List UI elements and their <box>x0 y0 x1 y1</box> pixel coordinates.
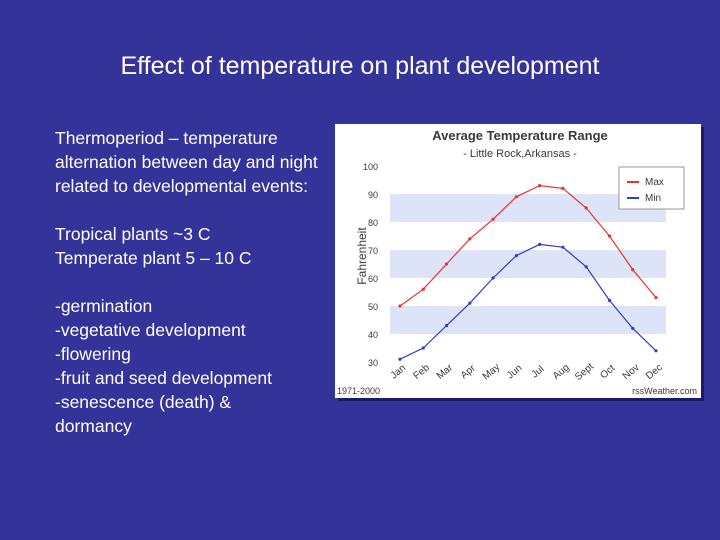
event-item: -fruit and seed development <box>55 368 272 388</box>
chart-footer-source: rssWeather.com <box>632 386 697 396</box>
y-tick-label: 70 <box>368 246 378 256</box>
legend-max-label: Max <box>645 177 664 188</box>
event-item: -vegetative development <box>55 320 246 340</box>
y-axis-ticks: 30 40 50 60 70 80 90 100 <box>363 162 378 368</box>
series-line-min <box>399 243 657 360</box>
chart-lines <box>398 184 658 361</box>
event-item: -germination <box>55 296 153 316</box>
y-tick-label: 50 <box>368 302 378 312</box>
series-line-max <box>399 184 657 307</box>
y-tick-label: 90 <box>368 190 378 200</box>
data-point-min <box>444 324 449 328</box>
temperate-plants-text: Temperate plant 5 – 10 C <box>55 248 252 268</box>
data-point-max <box>491 217 495 221</box>
data-point-max <box>514 195 518 199</box>
data-point-max <box>631 268 635 272</box>
chart-band <box>390 250 666 278</box>
y-tick-label: 100 <box>363 162 378 172</box>
y-tick-label: 80 <box>368 218 378 228</box>
data-point-min <box>421 346 425 350</box>
chart-bands <box>390 166 666 362</box>
data-point-min <box>468 301 472 305</box>
chart-footer-period: 1971-2000 <box>337 386 380 396</box>
data-point-max <box>421 287 425 291</box>
data-point-max <box>444 262 449 266</box>
data-point-max <box>654 296 658 300</box>
data-point-max <box>607 234 612 238</box>
data-point-min <box>538 242 542 246</box>
data-point-min <box>514 254 518 258</box>
temperature-chart: Average Temperature Range - Little Rock,… <box>335 124 701 398</box>
chart-legend: Max Min <box>618 166 685 210</box>
chart-title: Average Temperature Range <box>432 128 608 143</box>
data-point-min <box>584 265 588 269</box>
event-item: -senescence (death) & <box>55 392 232 412</box>
legend-box <box>618 166 685 210</box>
data-point-max <box>468 237 472 241</box>
data-point-min <box>398 357 402 361</box>
data-point-min <box>607 298 612 302</box>
data-point-max <box>538 184 542 188</box>
data-point-max <box>584 206 588 210</box>
data-point-min <box>491 276 495 280</box>
data-point-min <box>654 349 658 353</box>
event-item: -flowering <box>55 344 131 364</box>
chart-svg: Average Temperature Range - Little Rock,… <box>335 124 701 398</box>
data-point-min <box>561 245 565 249</box>
chart-band <box>390 334 666 362</box>
tropical-plants-text: Tropical plants ~3 C <box>55 224 211 244</box>
chart-subtitle: - Little Rock,Arkansas - <box>463 148 577 160</box>
y-tick-label: 40 <box>368 330 378 340</box>
y-tick-label: 60 <box>368 274 378 284</box>
legend-min-label: Min <box>645 193 661 204</box>
data-point-max <box>398 304 402 308</box>
data-point-max <box>561 186 565 190</box>
thermoperiod-definition: Thermoperiod – temperature alternation b… <box>55 128 318 196</box>
event-item: dormancy <box>55 416 132 436</box>
data-point-min <box>631 326 635 330</box>
y-tick-label: 30 <box>368 358 378 368</box>
slide-title: Effect of temperature on plant developme… <box>120 52 600 80</box>
body-text: Thermoperiod – temperature alternation b… <box>55 126 320 438</box>
y-axis-label: Fahrenheit <box>355 227 369 285</box>
chart-band <box>390 306 666 334</box>
chart-band <box>390 222 666 250</box>
chart-band <box>390 278 666 306</box>
